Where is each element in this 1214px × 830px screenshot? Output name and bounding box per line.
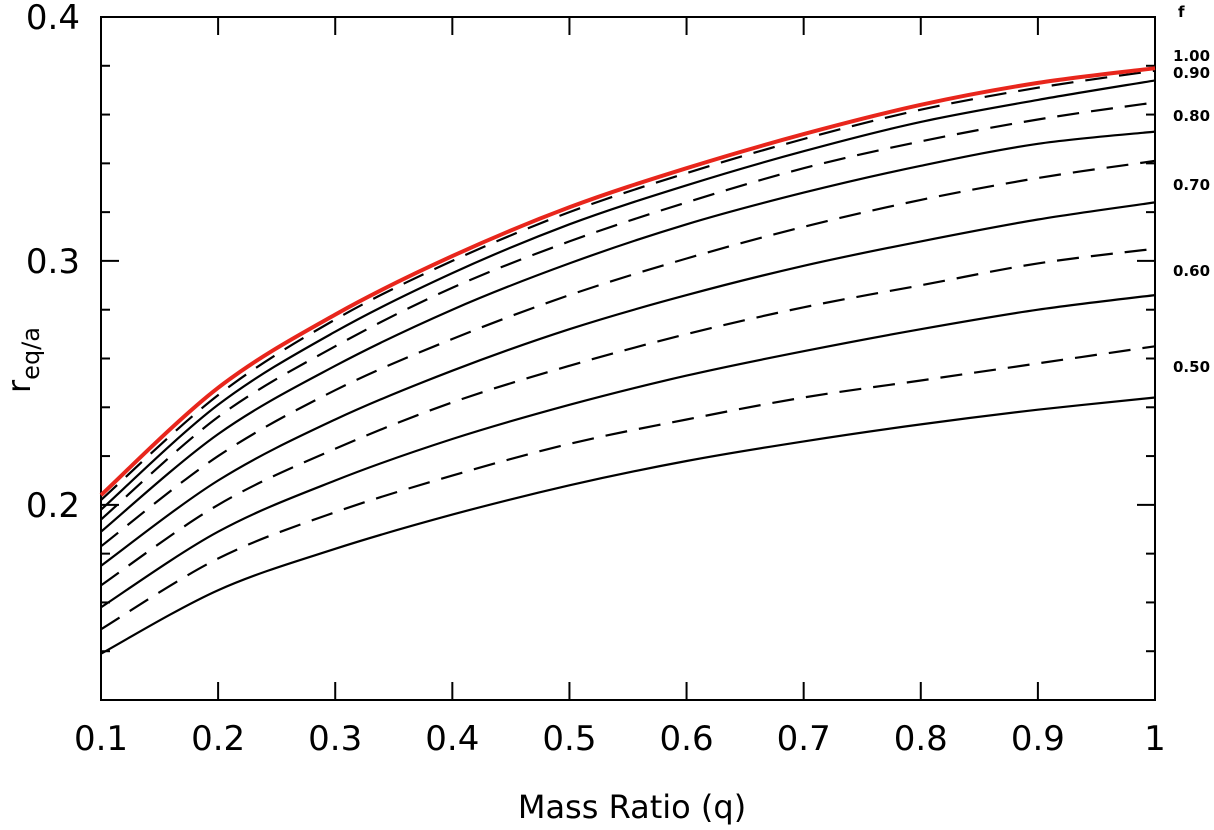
y-axis-title: req/a [0, 327, 45, 393]
series-line-0.60 [100, 294, 1156, 609]
f-labels: 0.50 0.60 0.70 0.80 0.901.00 [1173, 47, 1210, 376]
x-tick-label: 0.5 [542, 719, 596, 759]
series-line-unlabeled [100, 69, 1156, 501]
x-tick-label: 0.3 [308, 719, 362, 759]
f-label-1.00: 1.00 [1173, 47, 1210, 65]
x-tick-label: 1 [1144, 719, 1166, 759]
f-label-0.80: 0.80 [1173, 107, 1210, 125]
x-tick-label: 0.4 [425, 719, 479, 759]
x-tick-label: 0.2 [191, 719, 245, 759]
x-tick-label: 0.8 [894, 719, 948, 759]
svg-text:req/a: req/a [0, 327, 45, 393]
f-header: f [1178, 3, 1185, 21]
series-line-0.50 [100, 396, 1156, 655]
y-axis-title-main: r [0, 379, 38, 393]
series-line-unlabeled [100, 247, 1156, 587]
series-line-unlabeled [100, 159, 1156, 548]
f-label-0.90: 0.90 [1173, 64, 1210, 82]
series-line-0.80 [100, 130, 1156, 533]
x-tick-labels: 0.1 0.2 0.3 0.4 0.5 0.6 0.7 0.8 0.9 1 [74, 719, 1166, 759]
series-line-0.70 [100, 201, 1156, 567]
series-line-1.00 [99, 66, 1156, 497]
axis-ticks [100, 16, 1156, 700]
x-tick-label: 0.1 [74, 719, 128, 759]
x-tick-label: 0.9 [1011, 719, 1065, 759]
series-line-unlabeled [100, 345, 1156, 631]
f-label-0.60: 0.60 [1173, 262, 1210, 280]
curves [99, 66, 1156, 655]
series-line-0.90 [100, 79, 1156, 511]
series-line-unlabeled [100, 101, 1156, 521]
y-tick-label: 0.3 [26, 242, 80, 282]
y-axis-title-sub: eq/a [17, 327, 45, 380]
x-axis-title: Mass Ratio (q) [518, 788, 746, 826]
y-tick-labels: 0.2 0.3 0.4 [26, 0, 80, 526]
f-label-0.50: 0.50 [1173, 358, 1210, 376]
x-tick-label: 0.6 [660, 719, 714, 759]
y-tick-label: 0.4 [26, 0, 80, 38]
x-tick-label: 0.7 [777, 719, 831, 759]
y-tick-label: 0.2 [26, 486, 80, 526]
f-label-0.70: 0.70 [1173, 176, 1210, 194]
